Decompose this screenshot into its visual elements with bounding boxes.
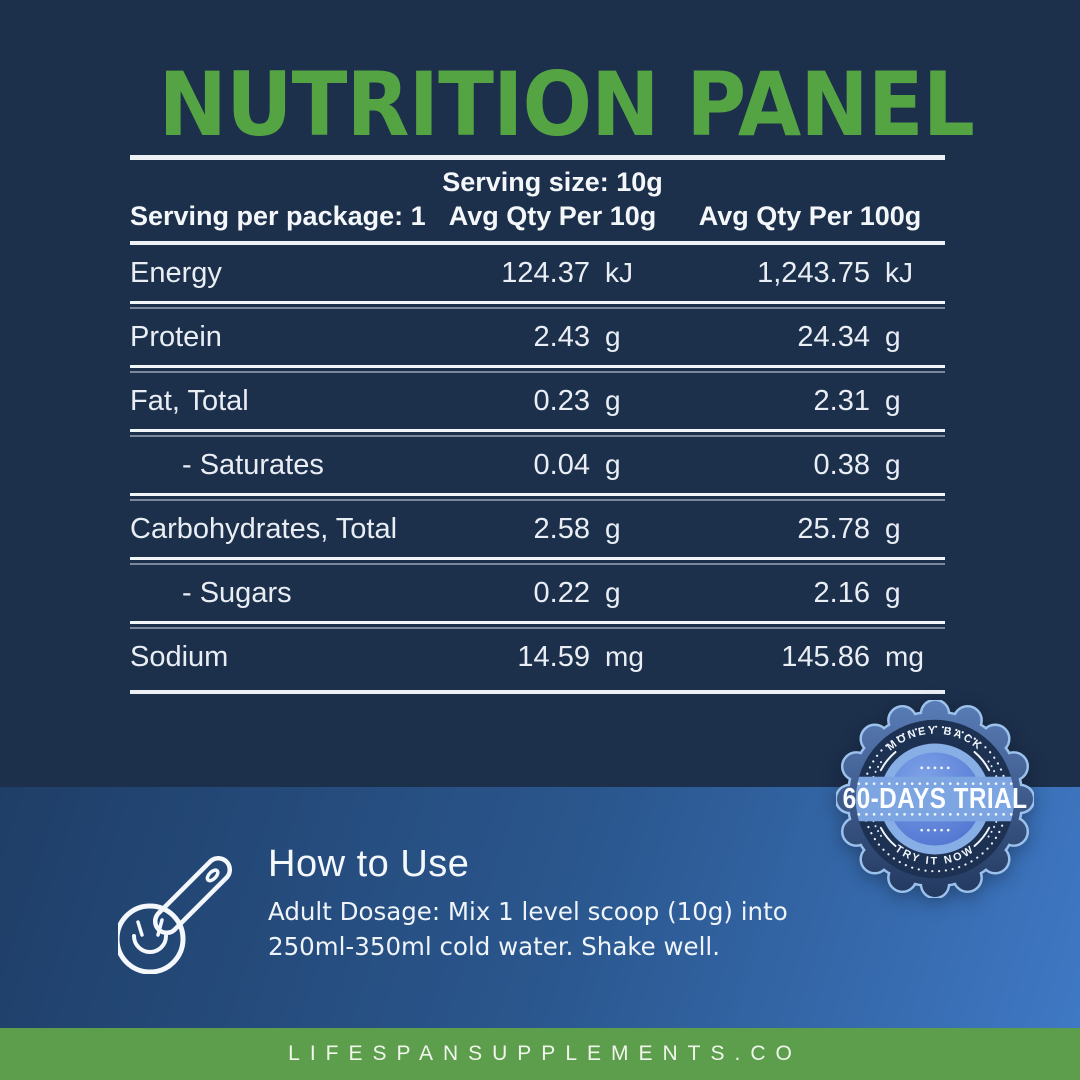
col-header-100g: Avg Qty Per 100g [698,201,922,231]
row-divider [130,365,945,373]
nutrition-table: NUTRITION PANEL Serving size: 10g Servin… [130,53,975,694]
row-divider [130,493,945,501]
badge-center-text: 60-DAYS TRIAL [843,782,1028,814]
col-header-10g: Avg Qty Per 10g [448,201,657,231]
table-row-carbohydrates: Carbohydrates, Total 2.58 g 25.78 g [130,512,901,545]
serving-size-row: Serving size: 10g [130,167,945,198]
footer-bar: LIFESPANSUPPLEMENTS.CO [0,1028,1080,1080]
row-divider [130,429,945,437]
table-row-energy: Energy 124.37 kJ 1,243.75 kJ [130,256,913,289]
table-bottom-divider [130,690,945,694]
scoop-icon [118,855,233,974]
brand-name: LIFESPANSUPPLEMENTS.CO [288,1042,802,1065]
badge-flank-dots [868,760,1002,838]
table-row-saturates: - Saturates 0.04 g 0.38 g [182,448,901,481]
header-divider [130,241,945,245]
how-to-use-heading: How to Use [268,843,470,885]
row-divider [130,621,945,629]
row-divider [130,301,945,309]
table-row-protein: Protein 2.43 g 24.34 g [130,320,901,353]
serving-size-label: Serving size: 10g [442,167,663,197]
dosage-instructions: Adult Dosage: Mix 1 level scoop (10g) in… [268,897,788,961]
table-row-sodium: Sodium 14.59 mg 145.86 mg [130,640,924,673]
trial-seal-badge: 60-DAYS TRIAL MONEY BACK TRY IT NOW [836,700,1034,898]
column-header-row: Serving per package: 1 Avg Qty Per 10g A… [130,201,945,232]
page-title: NUTRITION PANEL [158,53,975,156]
badge-center-band [855,776,1015,822]
row-divider [130,557,945,565]
serving-per-package-label: Serving per package: 1 [130,201,426,231]
badge-swoosh-arcs [879,750,991,848]
how-to-use-section: How to Use Adult Dosage: Mix 1 level sco… [268,842,828,964]
badge-inner-dots [920,766,951,832]
title-divider [130,155,945,160]
table-row-sugars: - Sugars 0.22 g 2.16 g [182,576,901,609]
table-row-fat: Fat, Total 0.23 g 2.31 g [130,384,901,417]
